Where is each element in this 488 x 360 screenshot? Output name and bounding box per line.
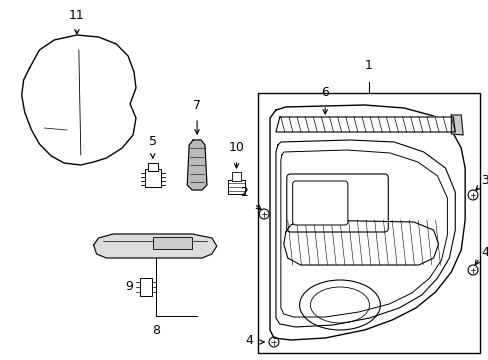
Text: 11: 11 — [69, 9, 84, 22]
Text: 4: 4 — [480, 247, 488, 260]
Bar — [258, 93, 479, 353]
Bar — [227, 180, 245, 194]
Text: 10: 10 — [228, 141, 244, 154]
Text: 1: 1 — [364, 59, 372, 72]
Text: 2: 2 — [240, 185, 248, 198]
Polygon shape — [187, 140, 206, 190]
Text: 5: 5 — [148, 135, 157, 148]
Text: 4: 4 — [245, 333, 253, 346]
Text: 8: 8 — [151, 324, 160, 337]
Polygon shape — [450, 115, 462, 135]
Polygon shape — [283, 220, 438, 265]
Bar — [231, 172, 241, 181]
FancyBboxPatch shape — [286, 174, 387, 232]
Text: 9: 9 — [125, 280, 133, 293]
Bar — [140, 278, 151, 296]
Polygon shape — [93, 234, 216, 258]
FancyBboxPatch shape — [292, 181, 347, 225]
Text: 3: 3 — [480, 174, 488, 186]
Bar — [147, 163, 157, 171]
Text: 7: 7 — [193, 99, 201, 112]
Polygon shape — [275, 117, 454, 132]
Text: 6: 6 — [321, 86, 328, 99]
Bar — [152, 237, 192, 249]
Bar — [144, 169, 160, 187]
